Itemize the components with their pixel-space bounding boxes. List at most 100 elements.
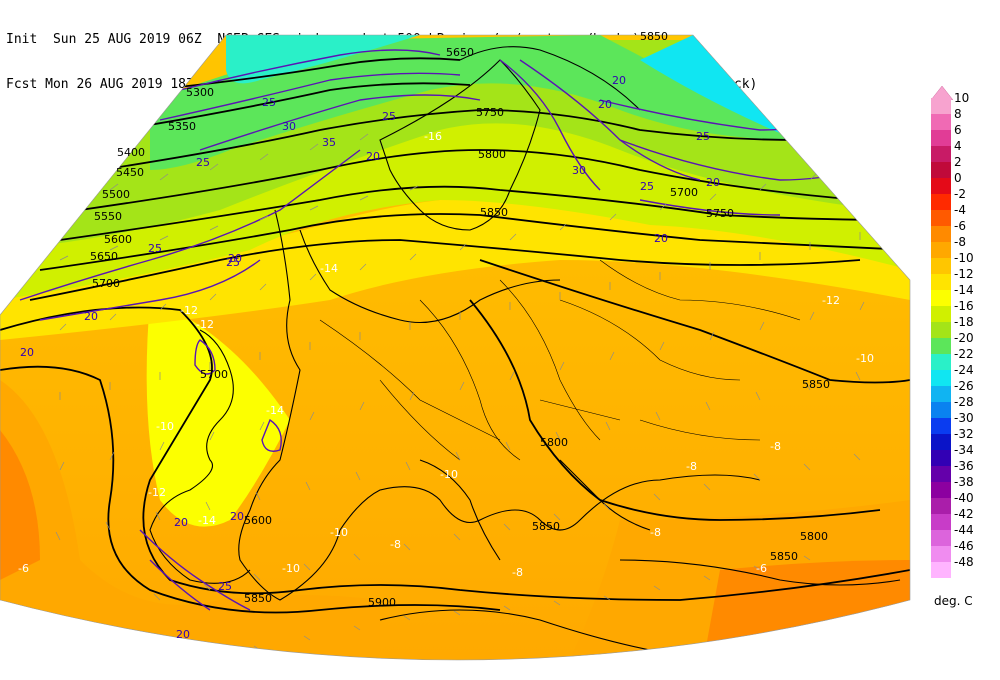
wind-label: 25 bbox=[148, 242, 162, 255]
legend-swatch bbox=[931, 338, 951, 354]
legend-label: 2 bbox=[954, 155, 962, 169]
legend-label: -4 bbox=[954, 203, 966, 217]
height-label: 5850 bbox=[532, 520, 560, 533]
legend-label: -6 bbox=[954, 219, 966, 233]
weather-map: 5300 5350 5400 5450 5500 5550 5600 5650 … bbox=[0, 30, 911, 661]
legend-entry: -18 bbox=[928, 315, 998, 338]
wind-label: 20 bbox=[174, 516, 188, 529]
legend-swatch bbox=[931, 242, 951, 258]
legend-entry: -10 bbox=[928, 251, 998, 274]
legend-swatch bbox=[931, 434, 951, 450]
wind-label: 20 bbox=[706, 176, 720, 189]
wind-label: 25 bbox=[262, 96, 276, 109]
height-label: 5850 bbox=[480, 206, 508, 219]
legend-swatch bbox=[931, 226, 951, 242]
legend-swatch bbox=[931, 114, 951, 130]
legend-entry: -8 bbox=[928, 235, 998, 258]
temperature-zone-cool-band bbox=[0, 197, 910, 340]
legend-swatch bbox=[931, 306, 951, 322]
legend-label: -40 bbox=[954, 491, 974, 505]
legend-entry: -26 bbox=[928, 379, 998, 402]
legend-entry: -42 bbox=[928, 507, 998, 530]
height-label: 5550 bbox=[94, 210, 122, 223]
legend-label: -16 bbox=[954, 299, 974, 313]
legend-swatch bbox=[931, 178, 951, 194]
legend-swatch bbox=[931, 210, 951, 226]
legend-entry: -30 bbox=[928, 411, 998, 434]
legend-entry: -4 bbox=[928, 203, 998, 226]
temp-label: -10 bbox=[330, 526, 348, 539]
temperature-zone-cool-iberia bbox=[146, 300, 290, 527]
legend-label: -8 bbox=[954, 235, 966, 249]
legend-entry: -24 bbox=[928, 363, 998, 386]
height-label: 5700 bbox=[200, 368, 228, 381]
legend-swatch bbox=[931, 162, 951, 178]
legend-label: -34 bbox=[954, 443, 974, 457]
temp-label: -12 bbox=[148, 486, 166, 499]
legend-entry: -46 bbox=[928, 539, 998, 562]
legend-swatch bbox=[931, 514, 951, 530]
legend-swatch bbox=[931, 98, 951, 114]
height-label: 5350 bbox=[168, 120, 196, 133]
height-label: 5850 bbox=[802, 378, 830, 391]
legend-entry: -44 bbox=[928, 523, 998, 546]
temp-label: -12 bbox=[180, 304, 198, 317]
temperature-zone-arctic-nw bbox=[226, 35, 420, 84]
wind-label: 25 bbox=[196, 156, 210, 169]
height-label: 5900 bbox=[368, 596, 396, 609]
temp-label: -14 bbox=[266, 404, 284, 417]
height-contours bbox=[0, 57, 910, 614]
legend-label: -46 bbox=[954, 539, 974, 553]
wind-label: 25 bbox=[640, 180, 654, 193]
legend-label: -38 bbox=[954, 475, 974, 489]
legend-swatch bbox=[931, 354, 951, 370]
temperature-zone-hot-se bbox=[700, 560, 910, 660]
legend-arrow-icon bbox=[931, 86, 953, 100]
legend-entry: -40 bbox=[928, 491, 998, 514]
legend-entry: -22 bbox=[928, 347, 998, 370]
legend-label: -14 bbox=[954, 283, 974, 297]
legend-entry: -28 bbox=[928, 395, 998, 418]
legend-entry: -34 bbox=[928, 443, 998, 466]
legend-entry: -36 bbox=[928, 459, 998, 482]
legend-entry: -48 bbox=[928, 555, 998, 578]
wind-label: 25 bbox=[696, 130, 710, 143]
legend-swatch bbox=[931, 418, 951, 434]
legend-entry: -16 bbox=[928, 299, 998, 322]
legend-swatch bbox=[931, 466, 951, 482]
legend-label: -36 bbox=[954, 459, 974, 473]
legend-swatch bbox=[931, 370, 951, 386]
legend-swatch bbox=[931, 498, 951, 514]
legend-label: 6 bbox=[954, 123, 962, 137]
wind-label: 25 bbox=[218, 580, 232, 593]
temp-label: -10 bbox=[440, 468, 458, 481]
height-label: 5400 bbox=[117, 146, 145, 159]
height-label: 5450 bbox=[116, 166, 144, 179]
height-label: 5600 bbox=[244, 514, 272, 527]
height-label: 5650 bbox=[90, 250, 118, 263]
legend-label: -18 bbox=[954, 315, 974, 329]
wind-label: 30 bbox=[572, 164, 586, 177]
legend-entry: 2 bbox=[928, 155, 998, 178]
wind-label: 35 bbox=[322, 136, 336, 149]
height-label: 5850 bbox=[244, 592, 272, 605]
legend-entry: -14 bbox=[928, 283, 998, 306]
temp-label: -14 bbox=[320, 262, 338, 275]
height-label: 5850 bbox=[640, 30, 668, 43]
height-label: 5500 bbox=[102, 188, 130, 201]
wind-label: 20 bbox=[612, 74, 626, 87]
height-label: 5300 bbox=[186, 86, 214, 99]
legend-label: -48 bbox=[954, 555, 974, 569]
legend-swatch bbox=[931, 322, 951, 338]
legend-entry: 8 bbox=[928, 107, 998, 130]
legend-swatch bbox=[931, 274, 951, 290]
legend-units: deg. C bbox=[934, 594, 973, 608]
temperature-zone-warm-sw bbox=[0, 380, 380, 660]
legend-label: -2 bbox=[954, 187, 966, 201]
wind-label: 25 bbox=[226, 256, 240, 269]
country-borders bbox=[319, 259, 801, 461]
temp-label: -8 bbox=[686, 460, 697, 473]
temp-label: -10 bbox=[856, 352, 874, 365]
legend-swatch bbox=[931, 146, 951, 162]
temp-label: -10 bbox=[282, 562, 300, 575]
